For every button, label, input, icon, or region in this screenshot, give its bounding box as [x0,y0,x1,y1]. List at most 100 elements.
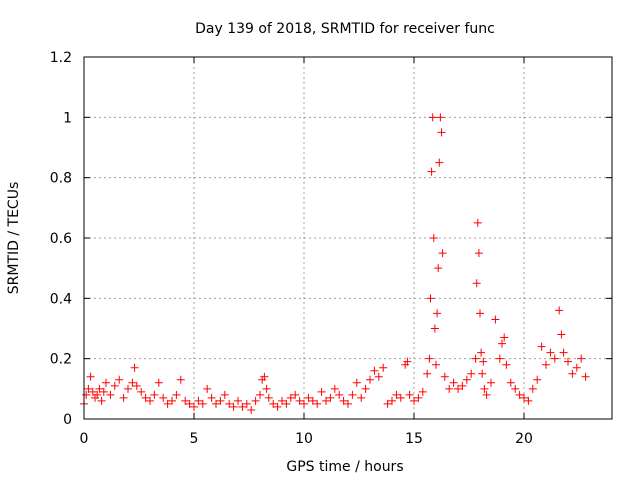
data-point [185,399,194,408]
data-point [326,393,335,402]
chart-title: Day 139 of 2018, SRMTID for receiver fun… [195,21,495,37]
data-point [425,354,434,363]
data-point [119,393,128,402]
data-points [80,113,590,414]
data-point [392,390,401,399]
data-point [264,393,273,402]
data-point [278,396,286,405]
x-axis-label: GPS time / hours [286,459,403,475]
data-point [437,128,446,137]
data-point [480,384,489,393]
data-point [181,396,190,405]
data-point [482,390,491,399]
data-point [433,309,442,318]
data-point [357,393,366,402]
x-tick-label: 5 [190,431,199,447]
data-point [124,384,132,393]
data-point [581,372,590,381]
data-point [273,402,282,411]
y-tick-label: 0.6 [50,231,72,247]
data-point [330,384,339,393]
data-point [379,363,388,372]
y-tick-label: 0.8 [50,171,72,187]
data-point [487,378,495,387]
data-point [473,218,482,227]
data-point [511,384,520,393]
data-point [467,369,476,378]
y-tick-label: 0 [63,412,72,428]
data-point [500,333,509,342]
data-point [454,384,462,393]
data-point [471,354,480,363]
data-point [546,348,555,357]
data-point [434,264,443,273]
data-point [435,158,444,167]
data-point [533,375,542,384]
data-point [95,384,104,393]
data-point [564,357,572,366]
data-point [396,393,405,402]
x-tick-label: 10 [295,431,313,447]
data-point [498,339,506,348]
data-point [238,402,247,411]
data-point [216,396,225,405]
data-point [430,324,439,333]
data-point [247,405,256,414]
data-point [132,381,141,390]
data-point [190,402,198,411]
y-tick-label: 1.2 [50,50,72,66]
data-point [520,393,528,402]
data-point [110,381,119,390]
y-tick-label: 0.2 [50,352,72,368]
data-point [568,369,577,378]
data-point [550,354,559,363]
y-tick-label: 0.4 [50,291,72,307]
x-tick-label: 15 [405,431,423,447]
data-point [515,390,524,399]
plot-frame [83,56,613,420]
data-point [479,357,488,366]
x-tick-label: 0 [80,431,89,447]
data-point [524,396,533,405]
data-point [472,279,481,288]
data-point [106,390,115,399]
data-point [251,396,260,405]
data-point [308,396,317,405]
data-point [317,387,326,396]
data-point [102,378,110,387]
data-point [458,381,467,390]
data-point [432,360,440,369]
data-point [207,393,216,402]
data-point [154,378,163,387]
data-point [374,372,383,381]
data-point [491,315,500,324]
data-point [557,330,566,339]
data-point [141,393,150,402]
grid-lines [84,57,612,419]
data-point [86,372,95,381]
data-point [476,309,484,318]
data-point [286,393,295,402]
data-point [234,396,242,405]
data-point [212,399,220,408]
data-point [295,396,304,405]
data-point [502,360,511,369]
data-point [300,399,308,408]
data-point [436,113,445,122]
data-point [146,396,154,405]
data-point [335,390,344,399]
data-point [361,384,370,393]
data-point [478,369,487,378]
axis-ticks [83,56,612,420]
data-point [559,348,568,357]
data-point [225,399,234,408]
data-point [260,372,269,381]
data-point [462,375,471,384]
data-point [159,393,168,402]
data-point [449,378,458,387]
data-point [115,375,124,384]
data-point [344,399,352,408]
data-point [427,167,436,176]
data-point [438,249,447,258]
